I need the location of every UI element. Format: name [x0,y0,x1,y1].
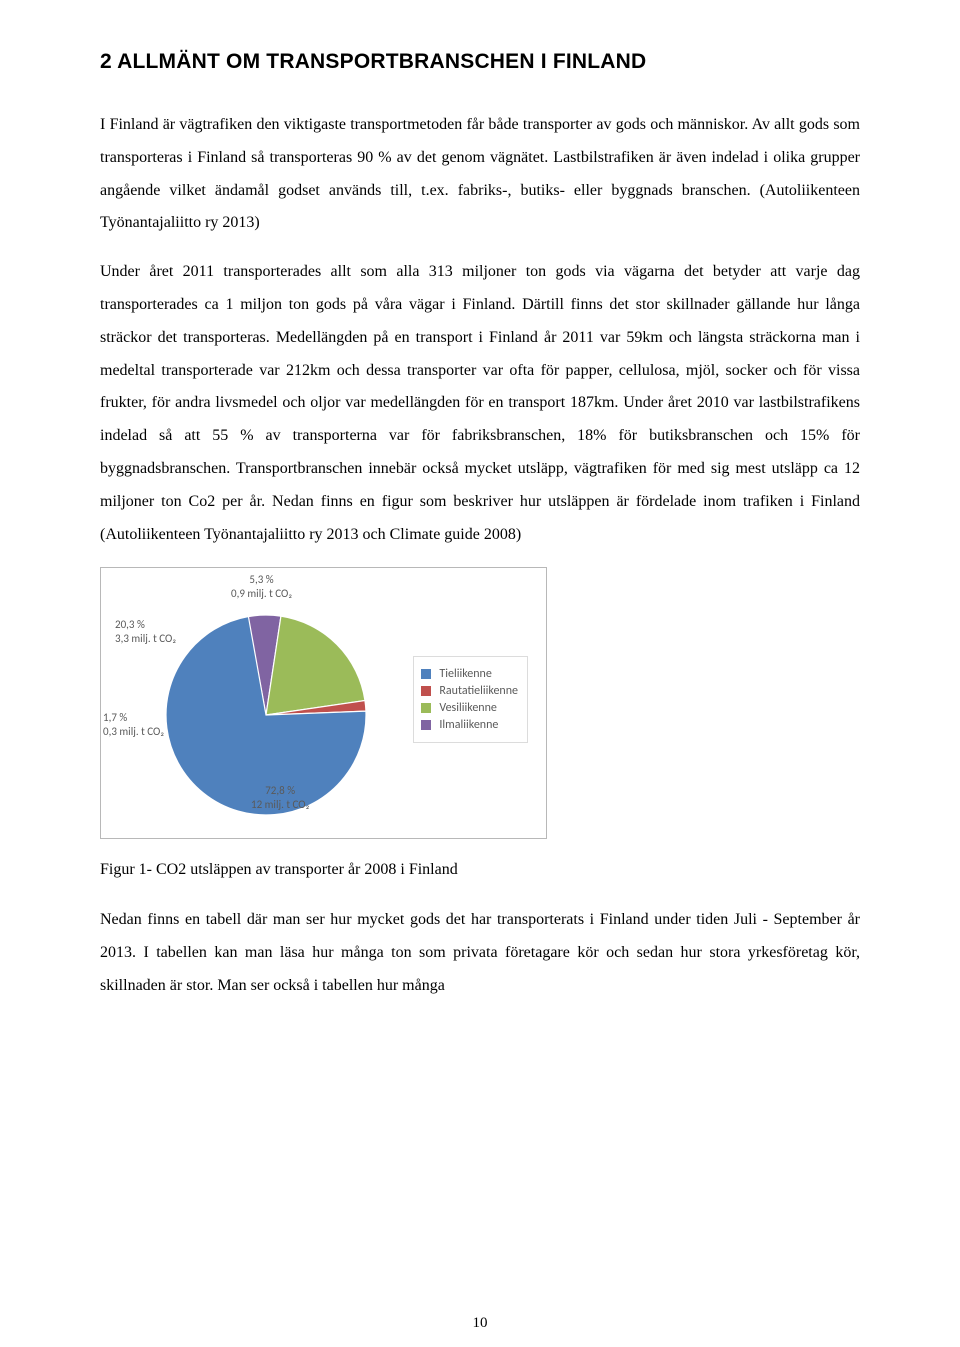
legend-label: Rautatieliikenne [439,684,518,698]
callout-ilma-sub: 0,9 milj. t CO₂ [231,587,292,600]
callout-vesiliikenne: 20,3 % 3,3 milj. t CO₂ [115,618,176,646]
legend-swatch [421,703,431,713]
callout-tie-pct: 72,8 % [265,784,295,797]
pie-slice-vesiliikenne [266,616,365,715]
legend-row: Rautatieliikenne [421,684,518,698]
paragraph-3: Nedan finns en tabell där man ser hur my… [100,904,860,1002]
pie-legend: Tieliikenne Rautatieliikenne Vesiliikenne I… [413,656,528,743]
callout-vesi-sub: 3,3 milj. t CO₂ [115,632,176,645]
document-page: 2 ALLMÄNT OM TRANSPORTBRANSCHEN I FINLAN… [0,0,960,1347]
page-number: 10 [0,1315,960,1332]
legend-swatch [421,720,431,730]
legend-row: Tieliikenne [421,667,518,681]
legend-row: Vesiliikenne [421,701,518,715]
pie-chart-container: 72,8 % 12 milj. t CO₂ 1,7 % 0,3 milj. t … [100,567,547,839]
callout-rauta-sub: 0,3 milj. t CO₂ [103,725,164,738]
callout-rautatieliikenne: 1,7 % 0,3 milj. t CO₂ [103,711,164,739]
callout-ilmaliikenne: 5,3 % 0,9 milj. t CO₂ [231,573,292,601]
legend-label: Ilmaliikenne [439,718,498,732]
paragraph-1: I Finland är vägtrafiken den viktigaste … [100,109,860,240]
callout-ilma-pct: 5,3 % [249,573,273,586]
legend-row: Ilmaliikenne [421,718,518,732]
callout-rauta-pct: 1,7 % [103,711,127,724]
figure-caption: Figur 1- CO2 utsläppen av transporter år… [100,861,860,879]
legend-swatch [421,686,431,696]
legend-swatch [421,669,431,679]
callout-vesi-pct: 20,3 % [115,618,145,631]
paragraph-2: Under året 2011 transporterades allt som… [100,256,860,551]
callout-tie-sub: 12 milj. t CO₂ [251,798,309,811]
section-heading: 2 ALLMÄNT OM TRANSPORTBRANSCHEN I FINLAN… [100,50,860,74]
legend-label: Tieliikenne [439,667,491,681]
legend-label: Vesiliikenne [439,701,497,715]
callout-tieliikenne: 72,8 % 12 milj. t CO₂ [251,784,309,812]
